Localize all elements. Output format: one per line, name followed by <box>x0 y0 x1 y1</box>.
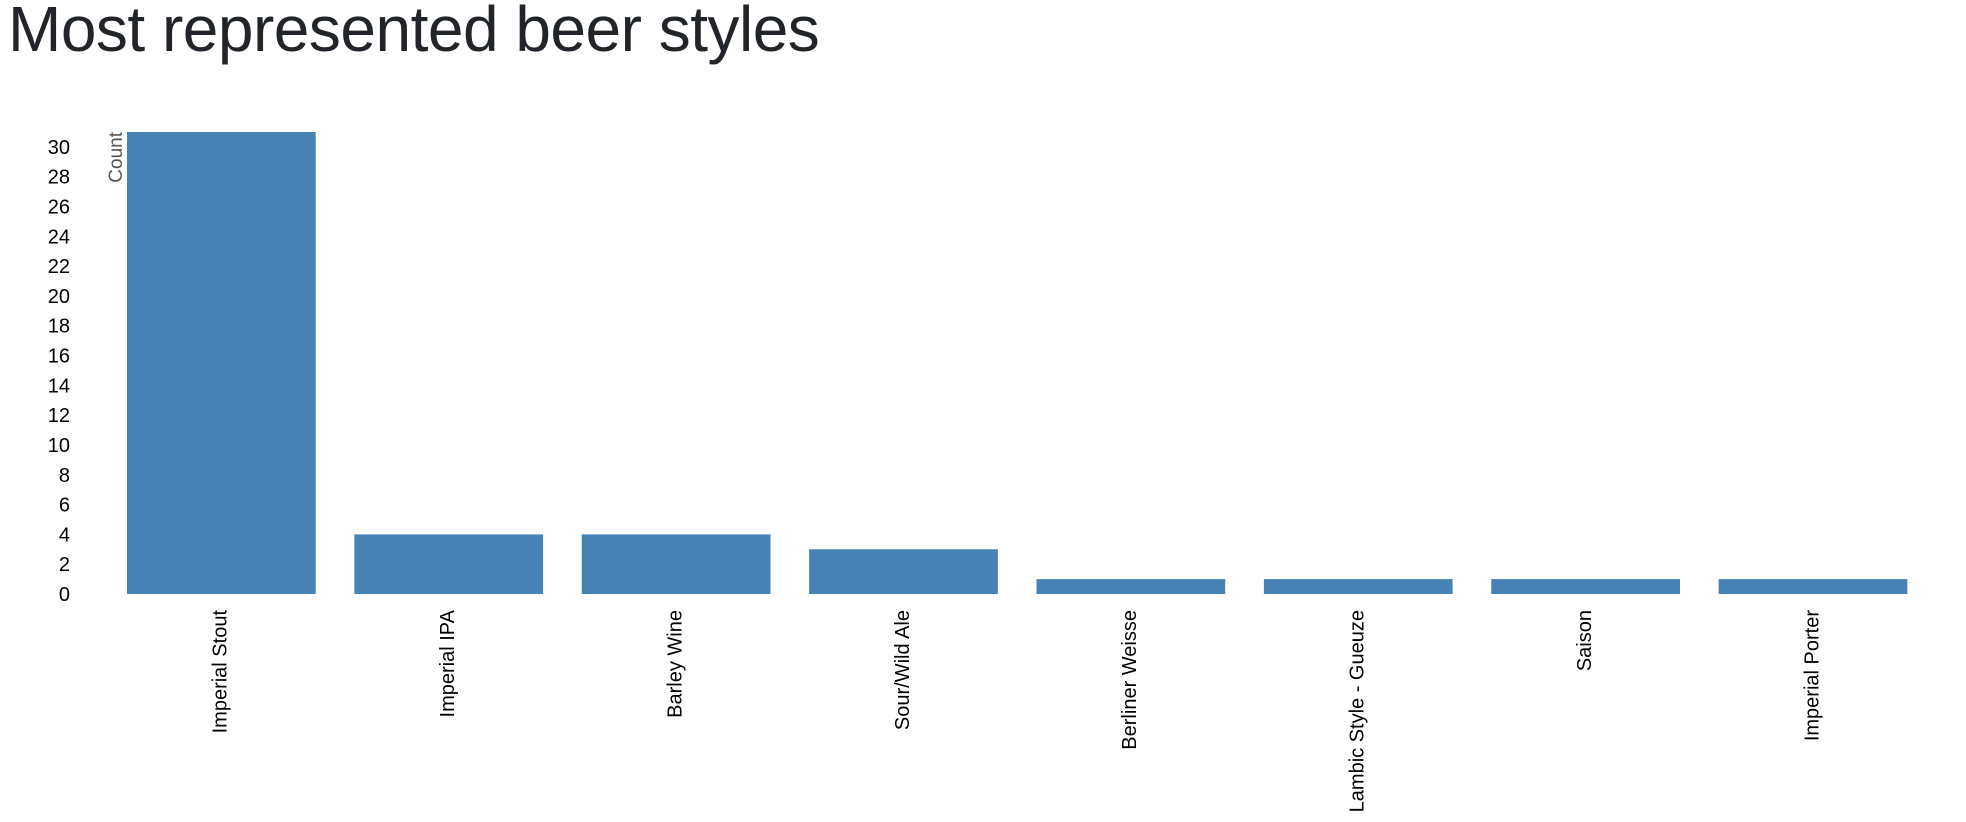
bar <box>581 534 771 594</box>
y-tick-label: 8 <box>59 465 70 487</box>
x-tick-label: Berliner Weisse <box>1119 610 1141 750</box>
y-tick-label: 10 <box>48 435 70 457</box>
y-tick-label: 0 <box>59 584 70 606</box>
page-title: Most represented beer styles <box>8 0 820 65</box>
bar <box>809 549 998 594</box>
x-tick-label: Sour/Wild Ale <box>892 610 914 730</box>
y-tick-label: 26 <box>48 197 70 219</box>
y-tick-label: 4 <box>59 524 70 546</box>
y-tick-label: 14 <box>48 375 70 397</box>
bar <box>1036 579 1226 594</box>
y-tick-label: 6 <box>59 495 70 517</box>
y-tick-label: 28 <box>48 167 70 189</box>
y-tick-label: 22 <box>48 256 70 278</box>
bar <box>1263 579 1453 594</box>
y-tick-label: 30 <box>48 137 70 159</box>
x-tick-label: Imperial IPA <box>437 609 459 717</box>
y-axis-title: Count <box>106 131 127 182</box>
bar <box>1491 579 1680 594</box>
x-tick-label: Imperial Stout <box>210 610 232 734</box>
y-tick-label: 16 <box>48 346 70 368</box>
y-tick-label: 2 <box>59 554 70 576</box>
x-tick-label: Imperial Porter <box>1801 610 1823 741</box>
x-tick-label: Saison <box>1574 610 1596 671</box>
y-tick-label: 20 <box>48 286 70 308</box>
bar <box>127 132 316 594</box>
y-tick-label: 12 <box>48 405 70 427</box>
x-tick-label: Barley Wine <box>664 610 686 718</box>
y-tick-label: 18 <box>48 316 70 338</box>
bars-group <box>127 132 1908 594</box>
bar <box>1718 579 1908 594</box>
x-tick-label: Lambic Style - Gueuze <box>1347 610 1369 812</box>
bar <box>354 534 544 594</box>
x-axis-ticks: Imperial Stout Imperial IPA Barley Wine Sou… <box>210 609 1824 812</box>
y-tick-label: 24 <box>48 226 70 248</box>
